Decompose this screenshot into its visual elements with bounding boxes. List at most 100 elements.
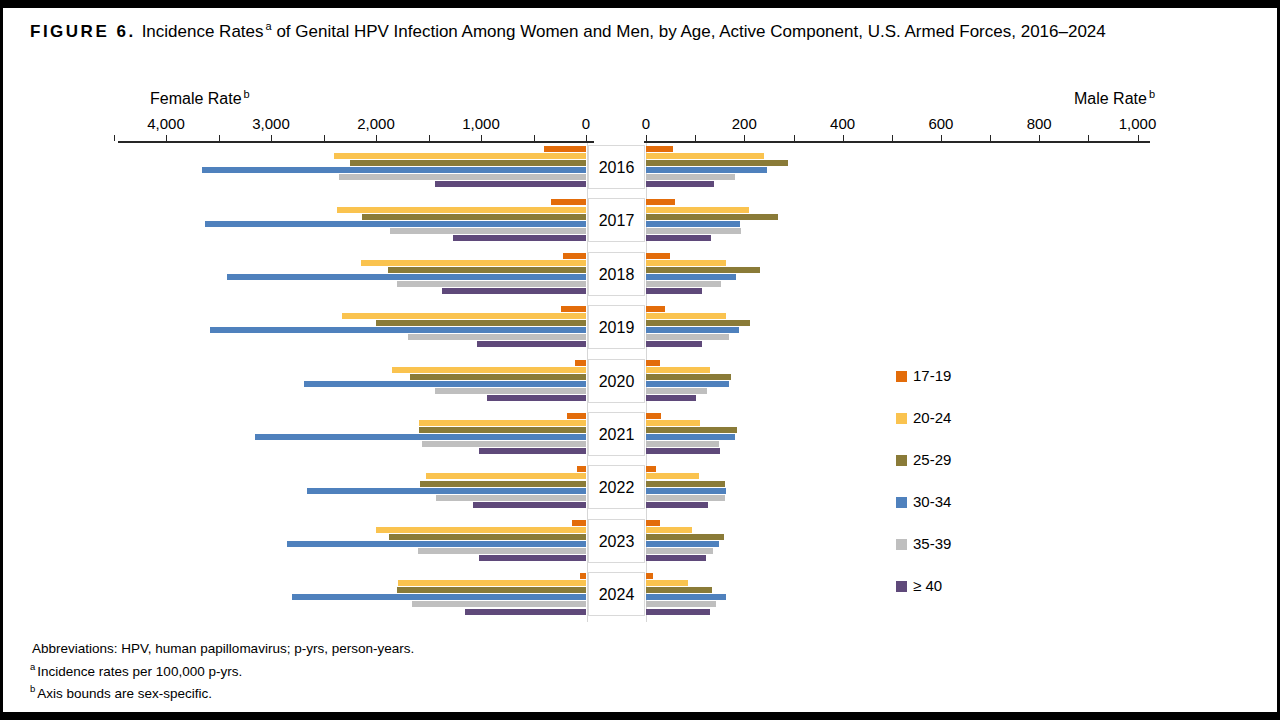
female-bar-17-19-2023 bbox=[572, 520, 586, 526]
male-bar-25-29-2023 bbox=[646, 534, 724, 540]
male-bar-17-19-2020 bbox=[646, 360, 660, 366]
male-bar-≥ 40-2017 bbox=[646, 235, 711, 241]
female-axis-tick bbox=[534, 135, 535, 141]
male-bar-17-19-2021 bbox=[646, 413, 661, 419]
female-bar-≥ 40-2022 bbox=[473, 502, 586, 508]
footnote-b: bAxis bounds are sex-specific. bbox=[30, 680, 414, 703]
male-bar-17-19-2019 bbox=[646, 306, 665, 312]
male-axis-line bbox=[644, 141, 1150, 143]
male-bar-≥ 40-2018 bbox=[646, 288, 702, 294]
male-bar-35-39-2018 bbox=[646, 281, 721, 287]
female-axis-tick-label: 2,000 bbox=[341, 115, 411, 133]
female-axis-tick bbox=[219, 135, 220, 141]
female-axis-tick bbox=[324, 135, 325, 141]
male-bar-20-24-2023 bbox=[646, 527, 692, 533]
female-bar-35-39-2024 bbox=[412, 601, 586, 607]
male-bar-≥ 40-2016 bbox=[646, 181, 714, 187]
female-bar-30-34-2024 bbox=[292, 594, 586, 600]
legend-label-35-39: 35-39 bbox=[913, 535, 951, 553]
female-bar-≥ 40-2023 bbox=[479, 555, 586, 561]
male-bar-25-29-2019 bbox=[646, 320, 750, 326]
male-bar-20-24-2024 bbox=[646, 580, 688, 586]
male-bar-25-29-2016 bbox=[646, 160, 788, 166]
male-bar-≥ 40-2020 bbox=[646, 395, 696, 401]
female-bar-≥ 40-2016 bbox=[435, 181, 586, 187]
male-bar-35-39-2024 bbox=[646, 601, 716, 607]
male-bar-17-19-2024 bbox=[646, 573, 653, 579]
year-label: 2018 bbox=[588, 252, 645, 296]
year-label: 2016 bbox=[588, 145, 645, 189]
female-bar-20-24-2021 bbox=[419, 420, 587, 426]
female-bar-30-34-2016 bbox=[202, 167, 586, 173]
male-bar-30-34-2016 bbox=[646, 167, 767, 173]
female-bar-17-19-2022 bbox=[577, 466, 586, 472]
female-bar-25-29-2021 bbox=[419, 427, 586, 433]
male-bar-35-39-2023 bbox=[646, 548, 713, 554]
legend-swatch-17-19 bbox=[896, 371, 907, 382]
female-axis-tick-label: 3,000 bbox=[236, 115, 306, 133]
male-bar-35-39-2020 bbox=[646, 388, 707, 394]
female-bar-25-29-2019 bbox=[376, 320, 586, 326]
female-bar-25-29-2022 bbox=[420, 481, 586, 487]
male-bar-35-39-2022 bbox=[646, 495, 725, 501]
male-axis-tick bbox=[990, 135, 991, 141]
footnote-abbreviations: Abbreviations: HPV, human papillomavirus… bbox=[30, 635, 414, 658]
female-bar-30-34-2022 bbox=[307, 488, 586, 494]
male-axis-tick bbox=[1039, 135, 1040, 141]
female-bar-17-19-2016 bbox=[544, 146, 586, 152]
female-axis-tick bbox=[114, 135, 115, 141]
female-axis-tick bbox=[429, 135, 430, 141]
female-bar-25-29-2018 bbox=[388, 267, 586, 273]
male-axis-tick bbox=[941, 135, 942, 141]
footnotes: Abbreviations: HPV, human papillomavirus… bbox=[30, 635, 414, 703]
female-bar-35-39-2019 bbox=[408, 334, 587, 340]
male-bar-20-24-2021 bbox=[646, 420, 700, 426]
male-axis-tick-label: 400 bbox=[808, 115, 878, 133]
male-bar-20-24-2018 bbox=[646, 260, 726, 266]
male-bar-25-29-2022 bbox=[646, 481, 725, 487]
male-bar-30-34-2018 bbox=[646, 274, 736, 280]
female-bar-≥ 40-2020 bbox=[487, 395, 586, 401]
female-bar-35-39-2016 bbox=[339, 174, 586, 180]
male-bar-20-24-2017 bbox=[646, 207, 749, 213]
year-label: 2020 bbox=[588, 359, 645, 403]
year-label: 2017 bbox=[588, 198, 645, 242]
year-label: 2021 bbox=[588, 412, 645, 456]
male-bar-20-24-2019 bbox=[646, 313, 726, 319]
female-bar-20-24-2023 bbox=[376, 527, 586, 533]
male-axis-tick-label: 200 bbox=[709, 115, 779, 133]
male-bar-25-29-2018 bbox=[646, 267, 760, 273]
male-bar-25-29-2020 bbox=[646, 374, 731, 380]
male-bar-20-24-2016 bbox=[646, 153, 764, 159]
female-axis-tick bbox=[376, 135, 377, 141]
female-bar-30-34-2019 bbox=[210, 327, 586, 333]
legend-swatch-35-39 bbox=[896, 539, 907, 550]
male-bar-35-39-2021 bbox=[646, 441, 719, 447]
male-axis-tick bbox=[646, 135, 647, 141]
legend-label-≥ 40: ≥ 40 bbox=[913, 577, 942, 595]
male-bar-17-19-2023 bbox=[646, 520, 660, 526]
legend-swatch-20-24 bbox=[896, 413, 907, 424]
female-bar-35-39-2020 bbox=[435, 388, 586, 394]
female-bar-35-39-2018 bbox=[397, 281, 586, 287]
female-bar-20-24-2017 bbox=[337, 207, 586, 213]
female-bar-17-19-2018 bbox=[563, 253, 586, 259]
female-bar-25-29-2016 bbox=[350, 160, 586, 166]
legend-label-30-34: 30-34 bbox=[913, 493, 951, 511]
male-bar-30-34-2020 bbox=[646, 381, 729, 387]
female-bar-30-34-2020 bbox=[304, 381, 586, 387]
female-bar-20-24-2018 bbox=[361, 260, 586, 266]
legend-label-17-19: 17-19 bbox=[913, 367, 951, 385]
male-axis-tick-label: 0 bbox=[611, 115, 681, 133]
pyramid-chart: 4,0003,0002,0001,000002004006008001,0002… bbox=[3, 8, 1277, 712]
female-bar-25-29-2017 bbox=[362, 214, 586, 220]
female-axis-tick bbox=[586, 135, 587, 141]
figure-frame: FIGURE 6.Incidence Ratesa of Genital HPV… bbox=[0, 0, 1280, 720]
male-axis-tick-label: 800 bbox=[1004, 115, 1074, 133]
legend-label-20-24: 20-24 bbox=[913, 409, 951, 427]
male-bar-25-29-2017 bbox=[646, 214, 778, 220]
legend-swatch-25-29 bbox=[896, 455, 907, 466]
male-axis-tick bbox=[744, 135, 745, 141]
female-bar-20-24-2019 bbox=[342, 313, 586, 319]
male-bar-≥ 40-2022 bbox=[646, 502, 708, 508]
